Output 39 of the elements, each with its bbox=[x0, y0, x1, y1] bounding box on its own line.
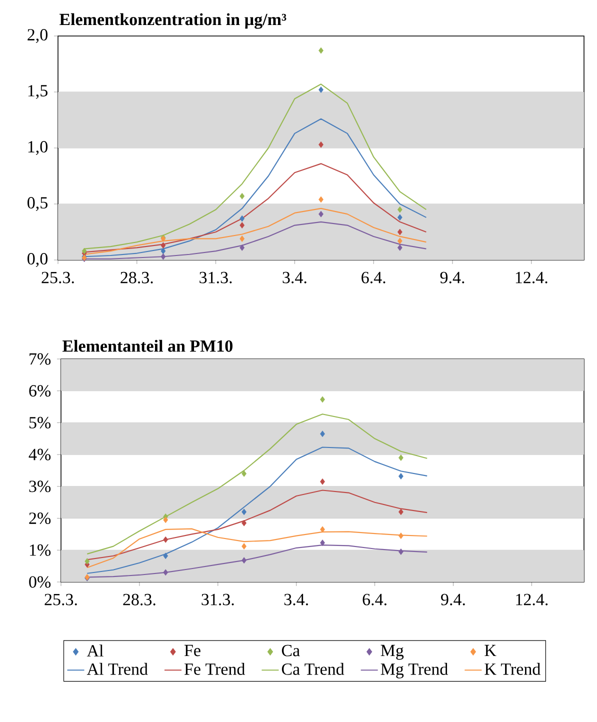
x-tick-label: 12.4. bbox=[516, 272, 548, 284]
legend-label: K bbox=[484, 644, 496, 656]
x-tick-label: 28.3. bbox=[123, 594, 156, 606]
chart-title: Elementkonzentration in µg/m³ bbox=[59, 13, 286, 29]
y-tick-label: 7% bbox=[30, 353, 51, 365]
y-tick-label: 1% bbox=[30, 544, 51, 556]
y-tick-label: 2% bbox=[29, 512, 51, 524]
y-tick-label: 6% bbox=[29, 385, 51, 397]
x-tick-label: 31.3. bbox=[200, 272, 232, 284]
chart-title: Elementanteil an PM10 bbox=[62, 340, 232, 352]
legend-label: Ca bbox=[282, 644, 300, 656]
x-tick-label: 25.3. bbox=[44, 594, 77, 606]
x-tick-label: 12.4. bbox=[516, 594, 548, 606]
legend-label: K Trend bbox=[484, 662, 540, 675]
y-tick-label: 1,5 bbox=[28, 85, 48, 99]
legend-label: Al Trend bbox=[86, 662, 148, 675]
legend-label: Mg bbox=[380, 644, 404, 660]
x-tick-label: 28.3. bbox=[120, 272, 153, 284]
x-tick-label: 25.3. bbox=[42, 272, 74, 284]
x-tick-label: 6.4. bbox=[362, 594, 386, 606]
y-tick-label: 0,0 bbox=[28, 253, 48, 267]
y-tick-label: 2,0 bbox=[28, 29, 48, 43]
x-tick-label: 6.4. bbox=[362, 272, 386, 284]
y-tick-label: 4% bbox=[28, 448, 51, 460]
x-tick-label: 31.3. bbox=[202, 594, 234, 606]
legend-label: Ca Trend bbox=[282, 662, 344, 675]
y-tick-label: 0% bbox=[29, 576, 51, 588]
y-tick-label: 0,5 bbox=[28, 197, 48, 211]
x-tick-label: 3.4. bbox=[284, 594, 308, 606]
y-tick-label: 5% bbox=[29, 416, 51, 428]
x-tick-label: 3.4. bbox=[282, 272, 306, 284]
legend-label: Mg Trend bbox=[380, 662, 448, 678]
legend-label: Al bbox=[86, 644, 104, 656]
x-tick-label: 9.4. bbox=[441, 594, 465, 606]
x-tick-label: 9.4. bbox=[440, 272, 464, 284]
legend-label: Fe Trend bbox=[184, 662, 246, 675]
legend-label: Fe bbox=[184, 644, 200, 656]
y-tick-label: 1,0 bbox=[28, 141, 48, 155]
y-tick-label: 3% bbox=[29, 480, 51, 492]
